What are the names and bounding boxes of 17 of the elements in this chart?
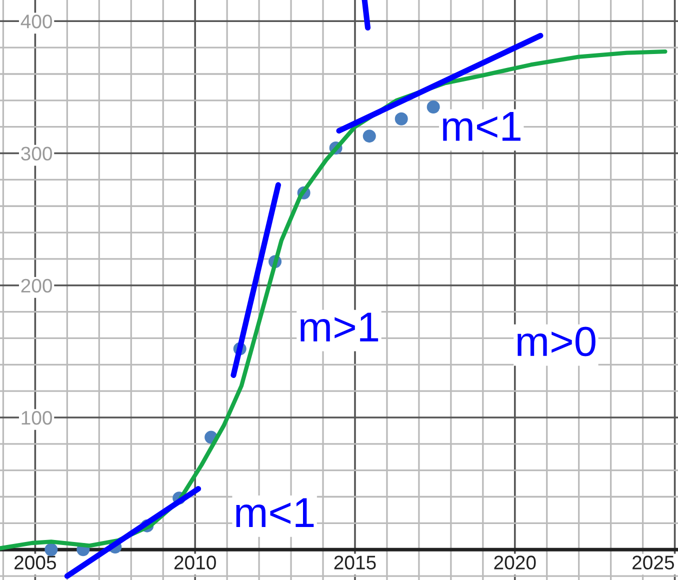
annotation: m<1 [443,112,520,141]
x-tick-label: 2005 [14,556,56,570]
x-tick-label: 2020 [494,556,536,570]
annotation: m<1 [236,498,314,527]
x-tick-label: 2015 [334,556,376,570]
y-tick-label: 300 [21,146,52,160]
annotation: m>0 [518,326,596,356]
point [362,130,376,143]
annotation: m>1 [300,312,378,342]
x-tick-label: 2025 [632,556,674,570]
point [394,112,408,126]
y-tick-label: 100 [22,410,52,425]
y-tick-label: 400 [20,14,52,28]
point [426,100,440,114]
x-tick-label: 2010 [174,556,216,570]
y-tick-label: 200 [21,278,52,293]
point [44,543,58,556]
